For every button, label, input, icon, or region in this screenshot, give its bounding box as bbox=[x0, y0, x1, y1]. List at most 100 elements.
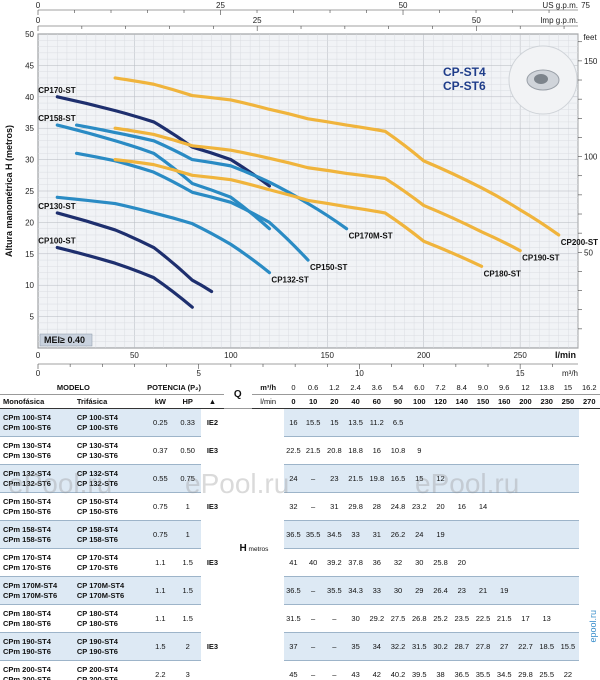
head-value: 29 bbox=[408, 576, 430, 605]
head-value: 42 bbox=[366, 660, 388, 680]
table-header-row-1: MODELO POTENCIA (P₂) Q m³/h 0 0.6 1.2 2.4 3.… bbox=[0, 380, 600, 409]
x-tick-label: 200 bbox=[417, 351, 431, 360]
y-tick-label: 15 bbox=[25, 250, 34, 259]
head-value: 20 bbox=[451, 548, 473, 577]
head-value bbox=[557, 520, 579, 549]
head-value bbox=[451, 436, 473, 465]
head-value bbox=[472, 464, 494, 493]
table-row: CPm 200-ST4 CPm 200-ST6 CP 200-ST4 CP 200-S… bbox=[0, 660, 600, 680]
head-value: 24.8 bbox=[387, 492, 409, 521]
head-value: 26.4 bbox=[429, 576, 452, 605]
head-value: 6.5 bbox=[387, 408, 409, 437]
series-label: CP150-ST bbox=[310, 263, 347, 272]
head-value bbox=[493, 548, 515, 577]
q-lmin-cell: 270 bbox=[578, 394, 600, 409]
head-value: 22.5 bbox=[472, 604, 494, 633]
series-line bbox=[55, 123, 272, 231]
q-lmin-cell: 90 bbox=[387, 394, 409, 409]
series-line bbox=[113, 126, 522, 253]
series-label: CP180-ST bbox=[484, 269, 521, 278]
head-value: 35.5 bbox=[472, 660, 494, 680]
usgpm-tick-label: 0 bbox=[36, 1, 41, 10]
y-tick-label: 10 bbox=[25, 281, 34, 290]
head-value bbox=[514, 548, 537, 577]
table-row: CPm 170-ST4 CPm 170-ST6 CP 170-ST4 CP 170-S… bbox=[0, 548, 600, 577]
q-m3h-cell: 0.6 bbox=[302, 380, 324, 395]
head-value: – bbox=[302, 604, 324, 633]
m3h-axis-title: m³/h bbox=[562, 369, 578, 378]
power-hp: 0.33 bbox=[174, 408, 202, 437]
head-value: 25.2 bbox=[429, 604, 452, 633]
head-value bbox=[493, 520, 515, 549]
impgpm-tick-label: 25 bbox=[253, 16, 262, 25]
head-value bbox=[451, 520, 473, 549]
head-value: 21.5 bbox=[344, 464, 367, 493]
header-m3h: m³/h bbox=[251, 380, 285, 395]
ie-class: IE3 bbox=[201, 632, 224, 661]
m3h-tick-label: 5 bbox=[196, 369, 201, 378]
head-value: 27.5 bbox=[387, 604, 409, 633]
head-value bbox=[557, 604, 579, 633]
header-ie-mark: ▲ bbox=[201, 394, 224, 409]
head-value: 27 bbox=[493, 632, 515, 661]
head-value: – bbox=[302, 464, 324, 493]
head-value bbox=[536, 464, 558, 493]
q-m3h-cell: 9.6 bbox=[493, 380, 515, 395]
head-value bbox=[557, 576, 579, 605]
model-monofasica: CPm 180-ST4 CPm 180-ST6 bbox=[0, 604, 74, 633]
x-tick-label: 50 bbox=[130, 351, 139, 360]
q-m3h-cell: 3.6 bbox=[366, 380, 388, 395]
series-label: CP130-ST bbox=[38, 202, 75, 211]
power-kw: 0.25 bbox=[146, 408, 175, 437]
model-monofasica: CPm 200-ST4 CPm 200-ST6 bbox=[0, 660, 74, 680]
head-value: 13.5 bbox=[344, 408, 367, 437]
head-value: 22.7 bbox=[514, 632, 537, 661]
power-hp: 1.5 bbox=[174, 604, 202, 633]
feet-tick-label: 50 bbox=[584, 248, 593, 257]
table-row: CPm 190-ST4 CPm 190-ST6 CP 190-ST4 CP 190-S… bbox=[0, 632, 600, 661]
head-value: 24 bbox=[284, 464, 303, 493]
head-value: 34.5 bbox=[493, 660, 515, 680]
model-monofasica: CPm 150-ST4 CPm 150-ST6 bbox=[0, 492, 74, 521]
head-value: 30.2 bbox=[429, 632, 452, 661]
header-lmin: l/min bbox=[251, 394, 285, 409]
y-tick-label: 5 bbox=[30, 313, 35, 322]
head-value bbox=[514, 520, 537, 549]
head-value: 12 bbox=[429, 464, 452, 493]
header-blank bbox=[201, 380, 224, 395]
power-kw: 0.75 bbox=[146, 520, 175, 549]
series-line bbox=[55, 211, 214, 294]
head-value: 35.5 bbox=[302, 520, 324, 549]
q-lmin-cell: 250 bbox=[557, 394, 579, 409]
usgpm-axis-title: US g.p.m. bbox=[542, 1, 578, 10]
head-value bbox=[536, 492, 558, 521]
head-value bbox=[493, 436, 515, 465]
head-value: – bbox=[302, 632, 324, 661]
model-trifasica: CP 150-ST4 CP 150-ST6 bbox=[73, 492, 147, 521]
feet-tick-label: 100 bbox=[584, 153, 598, 162]
head-value: 36.5 bbox=[284, 576, 303, 605]
q-m3h-cell: 13.8 bbox=[536, 380, 558, 395]
series-line bbox=[55, 95, 272, 188]
head-value: 29.2 bbox=[366, 604, 388, 633]
power-kw: 1.1 bbox=[146, 604, 175, 633]
head-value: 40.2 bbox=[387, 660, 409, 680]
mei-box: MEI≥ 0.40 bbox=[39, 333, 93, 347]
ie-class: IE3 bbox=[201, 436, 224, 465]
head-value: 33 bbox=[344, 520, 367, 549]
y-tick-label: 45 bbox=[25, 61, 34, 70]
head-value: 31.5 bbox=[408, 632, 430, 661]
x-tick-label: 150 bbox=[321, 351, 335, 360]
head-value: 23.2 bbox=[408, 492, 430, 521]
x-tick-label: 100 bbox=[224, 351, 238, 360]
power-kw: 1.1 bbox=[146, 576, 175, 605]
head-value: 30 bbox=[408, 548, 430, 577]
table-row: CPm 170M-ST4 CPm 170M-ST6 CP 170M-ST4 CP 17… bbox=[0, 576, 600, 605]
head-value: 45 bbox=[284, 660, 303, 680]
head-value: 37.8 bbox=[344, 548, 367, 577]
header-trifasica: Trifásica bbox=[73, 394, 147, 409]
head-value: 35 bbox=[344, 632, 367, 661]
table-row: CPm 130-ST4 CPm 130-ST6 CP 130-ST4 CP 130-S… bbox=[0, 436, 600, 465]
q-lmin-cell: 100 bbox=[408, 394, 430, 409]
head-value: 15 bbox=[408, 464, 430, 493]
